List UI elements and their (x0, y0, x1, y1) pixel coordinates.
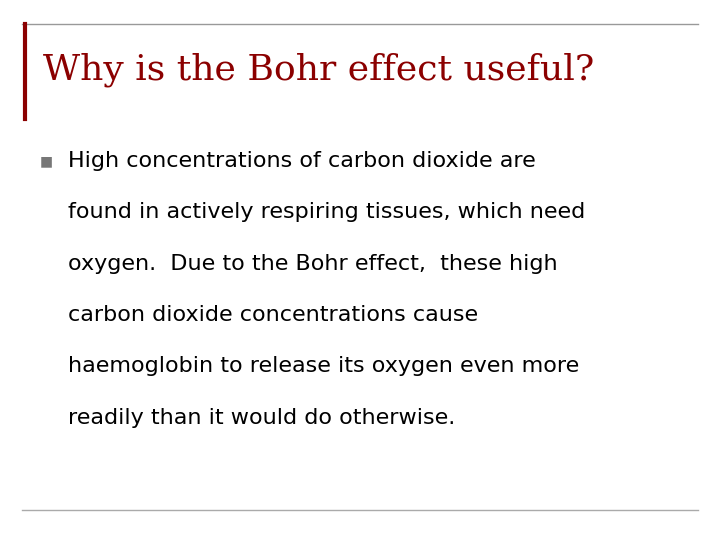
Text: readily than it would do otherwise.: readily than it would do otherwise. (68, 408, 456, 428)
Text: carbon dioxide concentrations cause: carbon dioxide concentrations cause (68, 305, 479, 325)
Text: ■: ■ (40, 154, 53, 168)
Text: found in actively respiring tissues, which need: found in actively respiring tissues, whi… (68, 202, 585, 222)
Text: oxygen.  Due to the Bohr effect,  these high: oxygen. Due to the Bohr effect, these hi… (68, 254, 558, 274)
Text: Why is the Bohr effect useful?: Why is the Bohr effect useful? (43, 53, 595, 87)
Text: haemoglobin to release its oxygen even more: haemoglobin to release its oxygen even m… (68, 356, 580, 376)
Text: High concentrations of carbon dioxide are: High concentrations of carbon dioxide ar… (68, 151, 536, 171)
